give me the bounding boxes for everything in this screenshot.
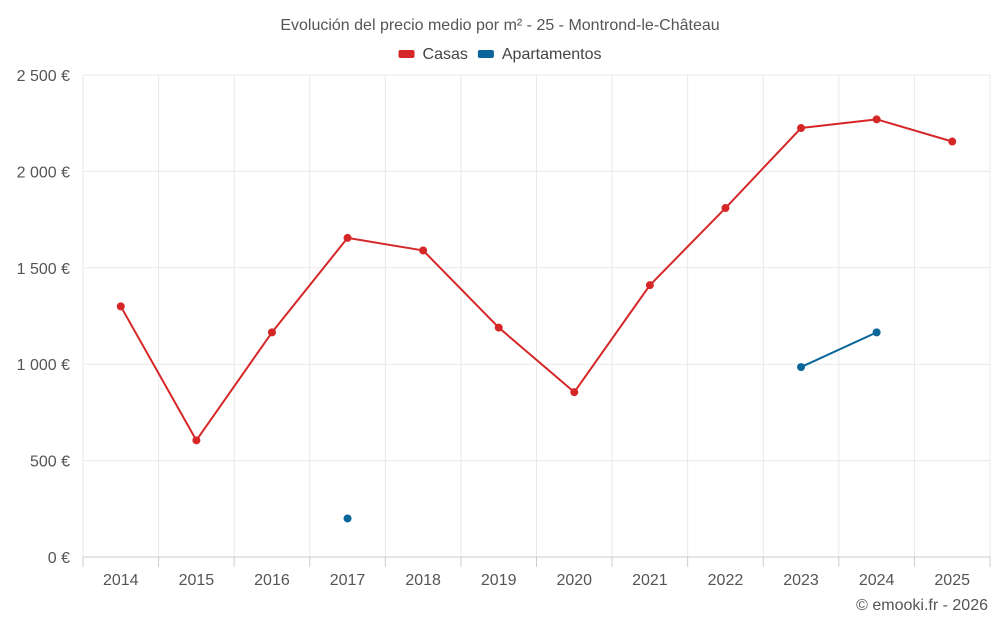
- data-point[interactable]: [872, 115, 881, 124]
- y-tick-label: 1 000 €: [17, 357, 70, 374]
- data-point[interactable]: [721, 204, 730, 213]
- data-point[interactable]: [645, 281, 654, 290]
- x-tick-label: 2025: [934, 572, 970, 589]
- data-point[interactable]: [570, 388, 579, 397]
- data-point[interactable]: [419, 246, 428, 255]
- legend-item-casas[interactable]: Casas: [398, 46, 468, 63]
- legend-swatch: [477, 50, 494, 58]
- x-tick-label: 2015: [179, 572, 215, 589]
- x-tick-label: 2021: [632, 572, 668, 589]
- data-point[interactable]: [797, 363, 806, 372]
- data-point[interactable]: [948, 137, 957, 146]
- data-point[interactable]: [267, 328, 276, 337]
- legend-label: Apartamentos: [502, 46, 602, 63]
- data-point[interactable]: [343, 514, 352, 523]
- series-line: [119, 118, 953, 442]
- y-tick-label: 2 500 €: [17, 68, 70, 85]
- data-point[interactable]: [797, 124, 806, 133]
- legend-swatch: [398, 50, 415, 58]
- chart-title: Evolución del precio medio por m² - 25 -…: [280, 17, 719, 34]
- series-apartamentos: [343, 328, 881, 523]
- series-line: [800, 331, 878, 369]
- data-point[interactable]: [494, 323, 503, 332]
- y-tick-label: 500 €: [30, 454, 70, 471]
- x-tick-label: 2022: [708, 572, 744, 589]
- data-point[interactable]: [343, 233, 352, 242]
- y-axis: 0 € 500 € 1 000 € 1 500 € 2 000 € 2 500 €: [17, 68, 70, 567]
- x-tick-label: 2018: [405, 572, 441, 589]
- x-tick-label: 2020: [556, 572, 592, 589]
- y-tick-label: 2 000 €: [17, 164, 70, 181]
- x-tick-label: 2016: [254, 572, 290, 589]
- series-casas: [116, 115, 957, 445]
- x-tick-label: 2017: [330, 572, 366, 589]
- data-point[interactable]: [872, 328, 881, 337]
- legend-item-apartamentos[interactable]: Apartamentos: [477, 46, 602, 63]
- y-tick-label: 0 €: [48, 550, 70, 567]
- x-tick-label: 2024: [859, 572, 895, 589]
- y-tick-label: 1 500 €: [17, 261, 70, 278]
- chart-credit: © emooki.fr - 2026: [856, 597, 988, 614]
- data-point[interactable]: [192, 436, 201, 445]
- y-gridlines: [83, 74, 990, 462]
- legend-label: Casas: [423, 46, 468, 63]
- data-point[interactable]: [116, 302, 125, 311]
- x-tick-label: 2014: [103, 572, 139, 589]
- x-tick-label: 2019: [481, 572, 517, 589]
- chart-legend: Casas Apartamentos: [398, 46, 602, 63]
- x-tick-label: 2023: [783, 572, 819, 589]
- x-axis: 2014 2015 2016 2017 2018 2019 2020 2021 2022 2023…: [82, 556, 991, 589]
- series-layer: [116, 115, 957, 523]
- x-gridlines: [82, 75, 991, 557]
